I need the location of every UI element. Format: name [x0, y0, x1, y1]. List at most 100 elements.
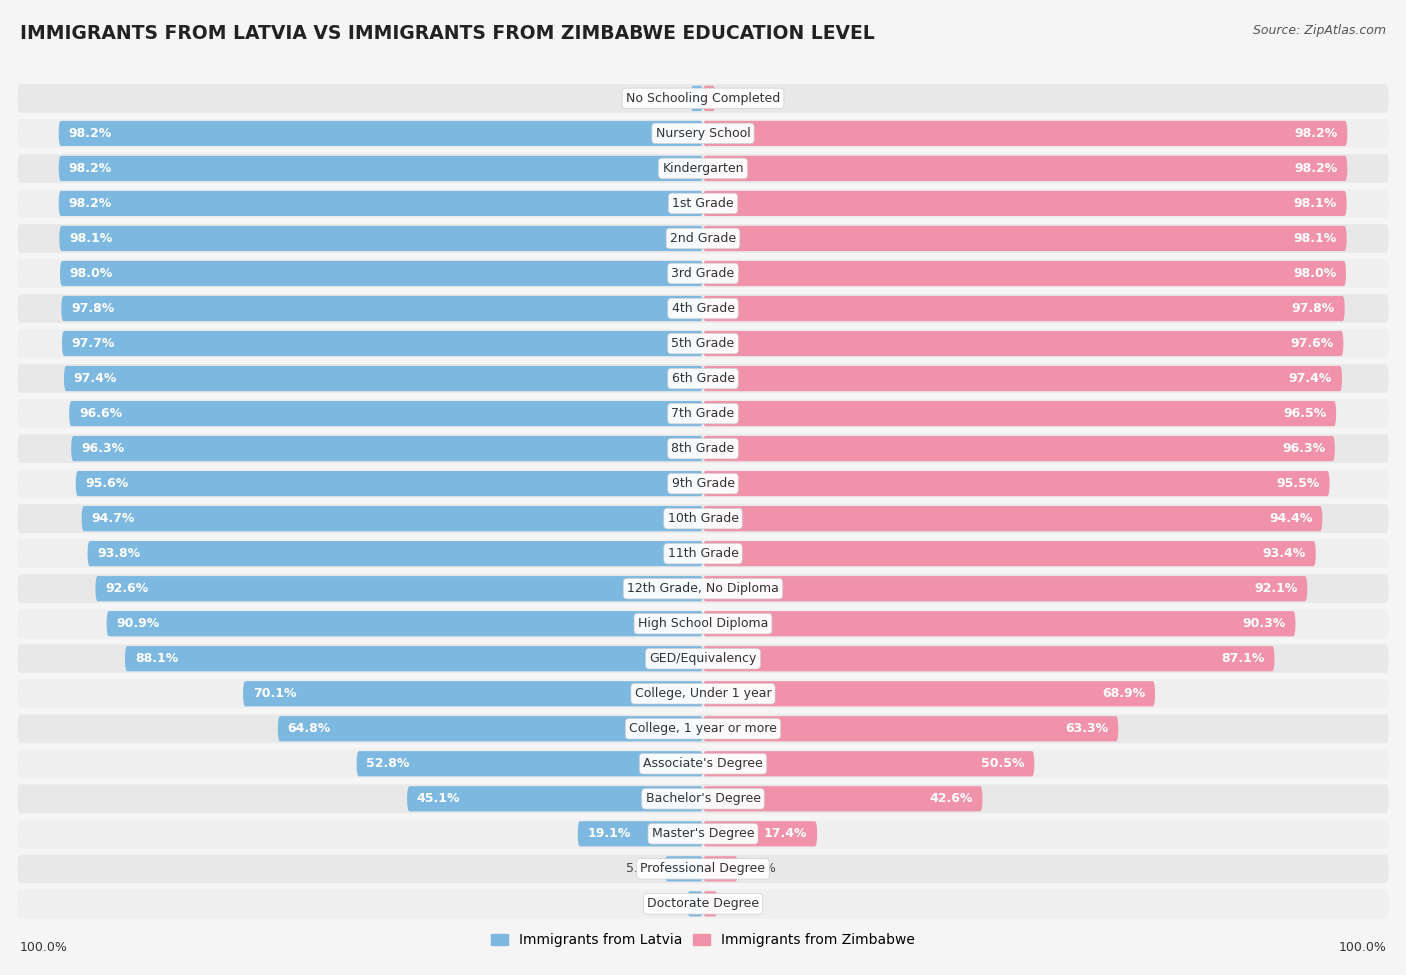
- FancyBboxPatch shape: [17, 854, 1389, 883]
- FancyBboxPatch shape: [703, 856, 738, 881]
- FancyBboxPatch shape: [59, 121, 703, 146]
- Text: 94.4%: 94.4%: [1270, 512, 1313, 526]
- Text: 50.5%: 50.5%: [981, 758, 1025, 770]
- FancyBboxPatch shape: [665, 856, 703, 881]
- Text: 5th Grade: 5th Grade: [672, 337, 734, 350]
- Text: 1st Grade: 1st Grade: [672, 197, 734, 210]
- FancyBboxPatch shape: [703, 331, 1343, 356]
- Text: 8th Grade: 8th Grade: [672, 442, 734, 455]
- Text: 97.8%: 97.8%: [72, 302, 114, 315]
- Text: High School Diploma: High School Diploma: [638, 617, 768, 630]
- FancyBboxPatch shape: [243, 682, 703, 706]
- FancyBboxPatch shape: [69, 401, 703, 426]
- FancyBboxPatch shape: [17, 469, 1389, 498]
- Text: 88.1%: 88.1%: [135, 652, 179, 665]
- Text: 90.9%: 90.9%: [117, 617, 160, 630]
- FancyBboxPatch shape: [408, 786, 703, 811]
- Text: IMMIGRANTS FROM LATVIA VS IMMIGRANTS FROM ZIMBABWE EDUCATION LEVEL: IMMIGRANTS FROM LATVIA VS IMMIGRANTS FRO…: [20, 24, 875, 43]
- Text: Associate's Degree: Associate's Degree: [643, 758, 763, 770]
- FancyBboxPatch shape: [17, 330, 1389, 358]
- FancyBboxPatch shape: [703, 751, 1035, 776]
- Text: 95.6%: 95.6%: [86, 477, 129, 490]
- Text: 11th Grade: 11th Grade: [668, 547, 738, 561]
- Text: 45.1%: 45.1%: [418, 793, 460, 805]
- FancyBboxPatch shape: [17, 715, 1389, 743]
- FancyBboxPatch shape: [17, 365, 1389, 393]
- FancyBboxPatch shape: [17, 84, 1389, 113]
- FancyBboxPatch shape: [703, 541, 1316, 566]
- Text: 98.2%: 98.2%: [69, 127, 111, 140]
- FancyBboxPatch shape: [17, 785, 1389, 813]
- Text: 98.1%: 98.1%: [1294, 197, 1337, 210]
- Text: 98.2%: 98.2%: [1295, 127, 1337, 140]
- FancyBboxPatch shape: [703, 86, 716, 111]
- FancyBboxPatch shape: [17, 294, 1389, 323]
- FancyBboxPatch shape: [17, 819, 1389, 848]
- FancyBboxPatch shape: [703, 401, 1336, 426]
- Text: 12th Grade, No Diploma: 12th Grade, No Diploma: [627, 582, 779, 595]
- Text: 96.6%: 96.6%: [79, 408, 122, 420]
- Text: 97.4%: 97.4%: [73, 372, 117, 385]
- Text: 97.7%: 97.7%: [72, 337, 115, 350]
- Text: 100.0%: 100.0%: [1339, 941, 1386, 954]
- Text: 96.3%: 96.3%: [82, 442, 124, 455]
- FancyBboxPatch shape: [703, 682, 1156, 706]
- FancyBboxPatch shape: [703, 786, 983, 811]
- Text: 9th Grade: 9th Grade: [672, 477, 734, 490]
- FancyBboxPatch shape: [59, 191, 703, 216]
- FancyBboxPatch shape: [96, 576, 703, 602]
- FancyBboxPatch shape: [59, 226, 703, 252]
- FancyBboxPatch shape: [72, 436, 703, 461]
- FancyBboxPatch shape: [17, 539, 1389, 568]
- Text: 95.5%: 95.5%: [1277, 477, 1320, 490]
- Text: 63.3%: 63.3%: [1066, 722, 1108, 735]
- Text: 7th Grade: 7th Grade: [672, 408, 734, 420]
- FancyBboxPatch shape: [357, 751, 703, 776]
- Text: 5.3%: 5.3%: [744, 862, 776, 876]
- Text: 98.2%: 98.2%: [69, 197, 111, 210]
- FancyBboxPatch shape: [688, 891, 703, 916]
- Text: Master's Degree: Master's Degree: [652, 828, 754, 840]
- Text: 2nd Grade: 2nd Grade: [669, 232, 737, 245]
- FancyBboxPatch shape: [703, 121, 1347, 146]
- Text: Kindergarten: Kindergarten: [662, 162, 744, 175]
- FancyBboxPatch shape: [17, 574, 1389, 604]
- Text: 70.1%: 70.1%: [253, 687, 297, 700]
- Legend: Immigrants from Latvia, Immigrants from Zimbabwe: Immigrants from Latvia, Immigrants from …: [485, 928, 921, 953]
- FancyBboxPatch shape: [703, 717, 1118, 741]
- FancyBboxPatch shape: [703, 576, 1308, 602]
- FancyBboxPatch shape: [578, 821, 703, 846]
- FancyBboxPatch shape: [703, 436, 1334, 461]
- FancyBboxPatch shape: [703, 366, 1343, 391]
- Text: 96.5%: 96.5%: [1284, 408, 1326, 420]
- FancyBboxPatch shape: [703, 891, 717, 916]
- FancyBboxPatch shape: [63, 366, 703, 391]
- FancyBboxPatch shape: [62, 295, 703, 321]
- FancyBboxPatch shape: [703, 471, 1330, 496]
- FancyBboxPatch shape: [17, 434, 1389, 463]
- Text: 98.2%: 98.2%: [69, 162, 111, 175]
- FancyBboxPatch shape: [703, 226, 1347, 252]
- Text: 17.4%: 17.4%: [763, 828, 807, 840]
- FancyBboxPatch shape: [17, 224, 1389, 253]
- Text: 19.1%: 19.1%: [588, 828, 631, 840]
- Text: 93.8%: 93.8%: [97, 547, 141, 561]
- Text: 3rd Grade: 3rd Grade: [672, 267, 734, 280]
- Text: 93.4%: 93.4%: [1263, 547, 1306, 561]
- Text: 90.3%: 90.3%: [1243, 617, 1285, 630]
- FancyBboxPatch shape: [17, 399, 1389, 428]
- FancyBboxPatch shape: [17, 119, 1389, 148]
- FancyBboxPatch shape: [17, 750, 1389, 778]
- FancyBboxPatch shape: [703, 156, 1347, 181]
- FancyBboxPatch shape: [60, 261, 703, 286]
- FancyBboxPatch shape: [703, 261, 1346, 286]
- FancyBboxPatch shape: [278, 717, 703, 741]
- Text: Professional Degree: Professional Degree: [641, 862, 765, 876]
- Text: Nursery School: Nursery School: [655, 127, 751, 140]
- Text: Bachelor's Degree: Bachelor's Degree: [645, 793, 761, 805]
- Text: 98.1%: 98.1%: [1294, 232, 1337, 245]
- Text: 98.1%: 98.1%: [69, 232, 112, 245]
- Text: 97.4%: 97.4%: [1289, 372, 1333, 385]
- Text: 64.8%: 64.8%: [288, 722, 330, 735]
- Text: 5.8%: 5.8%: [627, 862, 658, 876]
